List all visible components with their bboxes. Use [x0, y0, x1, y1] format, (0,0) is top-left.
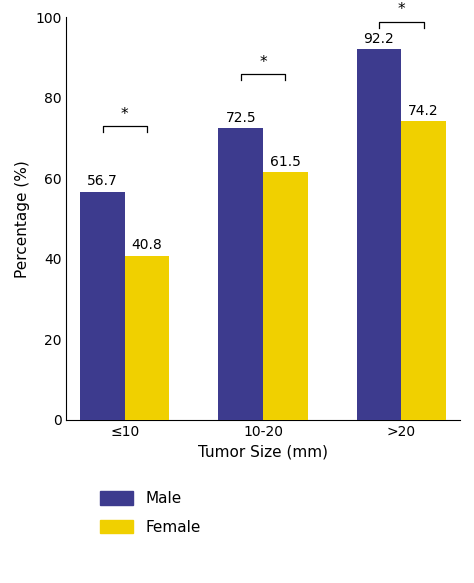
Legend: Male, Female: Male, Female: [94, 484, 207, 541]
Bar: [125, 255, 170, 420]
Text: *: *: [398, 2, 405, 17]
Text: 61.5: 61.5: [270, 155, 301, 169]
Text: 72.5: 72.5: [226, 111, 256, 125]
Bar: [219, 128, 263, 420]
Bar: [356, 49, 401, 420]
Text: *: *: [121, 107, 128, 122]
Bar: [263, 173, 308, 420]
Text: 74.2: 74.2: [408, 104, 439, 118]
Text: 56.7: 56.7: [87, 174, 118, 188]
Bar: [80, 192, 125, 420]
Y-axis label: Percentage (%): Percentage (%): [15, 160, 29, 278]
Text: 92.2: 92.2: [364, 31, 394, 45]
Bar: [401, 121, 446, 420]
Text: 40.8: 40.8: [132, 238, 163, 252]
X-axis label: Tumor Size (mm): Tumor Size (mm): [198, 444, 328, 459]
Text: *: *: [259, 55, 267, 70]
